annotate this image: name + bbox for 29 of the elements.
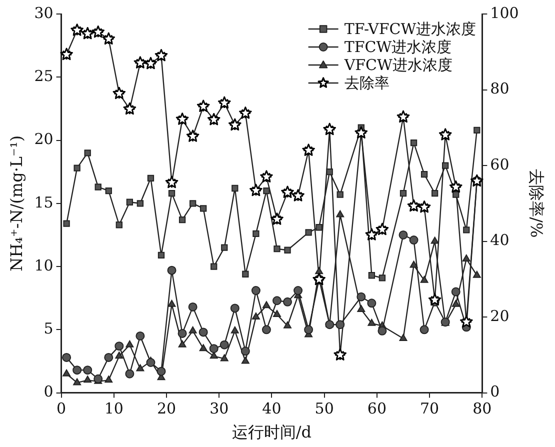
x-tick-label: 30 (210, 400, 229, 418)
y-tick-label: 20 (34, 130, 54, 148)
x-tick-label: 50 (314, 400, 334, 418)
x-tick-label: 20 (156, 400, 176, 418)
y2-tick-label: 60 (490, 155, 510, 174)
x-axis-title: 运行时间/d (232, 422, 312, 442)
legend-label: 去除率 (344, 74, 390, 92)
legend-label: TFCW进水浓度 (344, 38, 452, 56)
y-axis-title: NH₄⁺-N/(mg·L⁻¹) (6, 135, 26, 272)
y-tick-label: 15 (34, 193, 54, 212)
y-tick-label: 30 (34, 4, 54, 22)
y-tick-label: 10 (34, 256, 54, 274)
y-tick-label: 0 (44, 382, 54, 401)
y-tick-label: 25 (34, 67, 54, 86)
x-tick-label: 60 (367, 400, 386, 418)
y2-tick-label: 20 (490, 306, 510, 325)
y2-tick-label: 80 (490, 80, 510, 98)
y2-tick-label: 100 (490, 4, 519, 22)
y2-tick-label: 0 (490, 382, 500, 401)
y2-tick-label: 40 (490, 231, 510, 250)
y2-axis-title: 去除率/% (527, 169, 546, 238)
x-tick-label: 40 (262, 400, 282, 418)
x-tick-label: 80 (472, 400, 492, 418)
y-tick-label: 5 (44, 320, 54, 338)
legend-label: TF-VFCW进水浓度 (344, 20, 476, 38)
x-tick-label: 0 (56, 400, 66, 418)
legend-label: VFCW进水浓度 (343, 56, 452, 74)
x-tick-label: 70 (420, 400, 440, 418)
x-tick-label: 10 (104, 400, 124, 418)
